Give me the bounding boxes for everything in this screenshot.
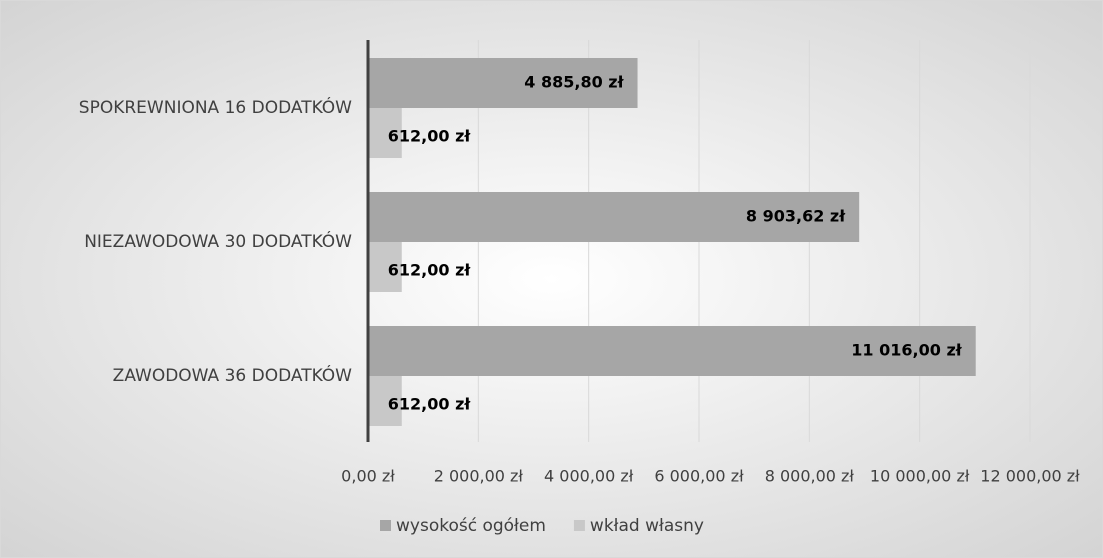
- y-tick-label: NIEZAWODOWA 30 DODATKÓW: [84, 230, 352, 252]
- y-tick-label: ZAWODOWA 36 DODATKÓW: [113, 364, 353, 386]
- bar: [368, 58, 638, 108]
- x-tick-label: 12 000,00 zł: [980, 467, 1080, 486]
- bar: [368, 242, 402, 292]
- bar: [368, 376, 402, 426]
- x-tick-label: 10 000,00 zł: [870, 467, 970, 486]
- legend-label: wysokość ogółem: [396, 516, 546, 536]
- x-tick-label: 4 000,00 zł: [544, 467, 634, 486]
- legend-swatch: [573, 520, 585, 531]
- x-tick-label: 0,00 zł: [341, 467, 395, 486]
- data-label: 612,00 zł: [388, 261, 472, 280]
- x-tick-label: 2 000,00 zł: [434, 467, 524, 486]
- legend-swatch: [380, 520, 391, 531]
- data-label: 612,00 zł: [388, 127, 472, 146]
- bar: [368, 108, 402, 158]
- y-tick-label: SPOKREWNIONA 16 DODATKÓW: [79, 96, 352, 118]
- data-label: 4 885,80 zł: [524, 73, 624, 92]
- data-label: 11 016,00 zł: [851, 341, 962, 360]
- bar: [368, 192, 860, 242]
- x-tick-label: 6 000,00 zł: [654, 467, 744, 486]
- x-tick-label: 8 000,00 zł: [765, 467, 855, 486]
- legend-label: wkład własny: [590, 516, 704, 536]
- bar: [368, 326, 976, 376]
- data-label: 612,00 zł: [388, 395, 472, 414]
- data-label: 8 903,62 zł: [746, 207, 846, 226]
